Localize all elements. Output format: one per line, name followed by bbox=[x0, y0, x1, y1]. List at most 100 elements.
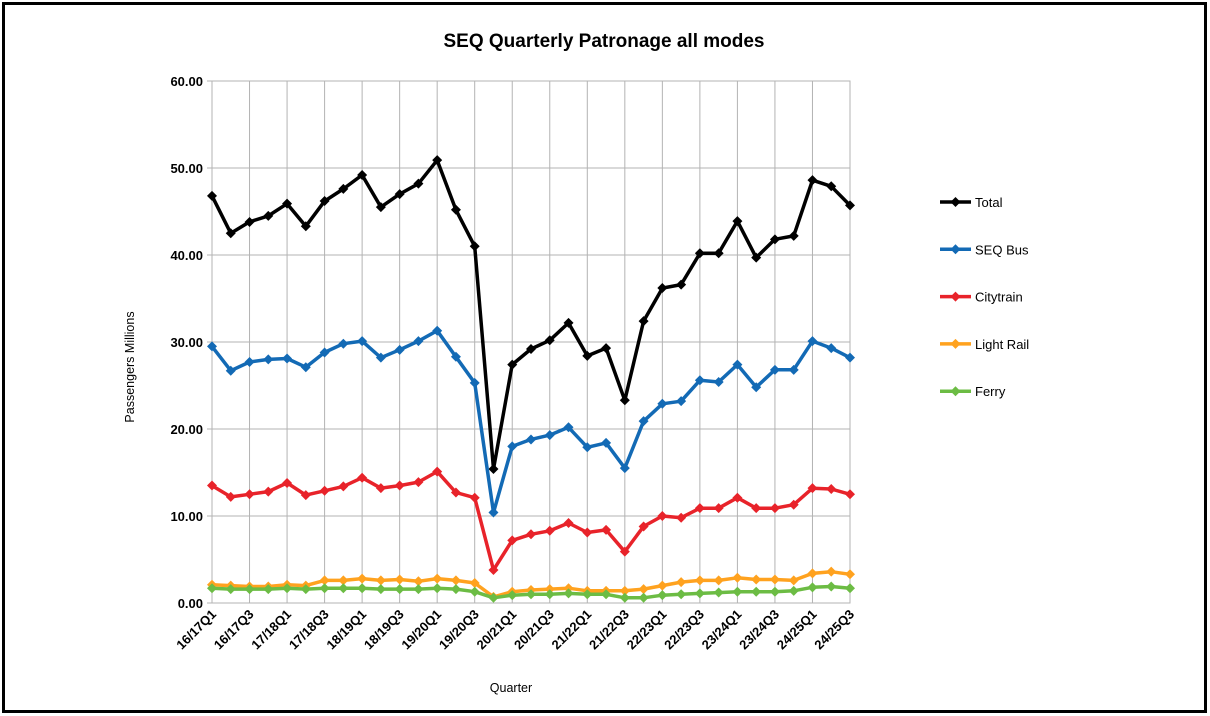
data-point-total bbox=[469, 241, 480, 252]
data-point-ferry bbox=[432, 583, 443, 594]
data-point-ferry bbox=[694, 588, 705, 599]
data-point-citytrain bbox=[544, 525, 555, 536]
data-point-citytrain bbox=[826, 484, 837, 495]
data-point-citytrain bbox=[638, 521, 649, 532]
y-tick-label: 40.00 bbox=[170, 248, 203, 263]
data-point-seq-bus bbox=[676, 396, 687, 407]
data-point-total bbox=[526, 343, 536, 354]
data-point-seq-bus bbox=[788, 364, 799, 375]
data-point-citytrain bbox=[300, 490, 311, 501]
data-point-citytrain bbox=[319, 485, 330, 496]
y-tick-label: 50.00 bbox=[170, 161, 203, 176]
data-point-light-rail bbox=[375, 575, 386, 586]
legend-label: Total bbox=[975, 195, 1003, 210]
y-tick-label: 0.00 bbox=[178, 596, 203, 611]
data-point-ferry bbox=[207, 583, 217, 594]
data-point-ferry bbox=[732, 586, 743, 597]
data-point-total bbox=[676, 279, 687, 290]
series-citytrain bbox=[207, 466, 855, 575]
data-point-citytrain bbox=[225, 491, 236, 502]
data-point-ferry bbox=[845, 583, 855, 594]
legend-item-ferry: Ferry bbox=[940, 384, 1006, 399]
data-point-light-rail bbox=[394, 574, 405, 585]
data-point-ferry bbox=[263, 584, 274, 595]
chart-title: SEQ Quarterly Patronage all modes bbox=[444, 31, 765, 52]
data-point-citytrain bbox=[282, 477, 293, 488]
data-point-ferry bbox=[788, 585, 799, 596]
data-point-ferry bbox=[375, 584, 386, 595]
data-point-light-rail bbox=[563, 583, 574, 594]
data-point-citytrain bbox=[507, 535, 518, 546]
data-point-seq-bus bbox=[225, 365, 236, 376]
data-point-citytrain bbox=[676, 512, 687, 523]
data-point-ferry bbox=[713, 587, 724, 598]
data-point-citytrain bbox=[601, 524, 612, 535]
data-point-seq-bus bbox=[263, 354, 274, 365]
data-point-citytrain bbox=[338, 481, 349, 492]
data-point-light-rail bbox=[769, 574, 780, 585]
data-point-light-rail bbox=[413, 576, 424, 587]
data-point-light-rail bbox=[450, 575, 461, 586]
data-point-seq-bus bbox=[207, 341, 217, 352]
data-point-total bbox=[357, 169, 368, 180]
data-point-total bbox=[394, 189, 405, 200]
data-point-ferry bbox=[244, 584, 255, 595]
data-point-seq-bus bbox=[282, 353, 293, 364]
data-point-seq-bus bbox=[244, 357, 255, 368]
data-point-total bbox=[601, 343, 612, 354]
data-point-seq-bus bbox=[488, 507, 499, 518]
data-point-ferry bbox=[601, 589, 612, 600]
data-point-ferry bbox=[544, 589, 555, 600]
data-point-total bbox=[732, 216, 743, 227]
data-point-ferry bbox=[619, 592, 630, 603]
data-point-citytrain bbox=[694, 503, 705, 514]
data-point-light-rail bbox=[432, 573, 443, 584]
legend: Total SEQ Bus Citytrain Light Rail Ferry bbox=[940, 195, 1029, 399]
data-point-total bbox=[751, 252, 762, 263]
data-point-total bbox=[826, 181, 837, 192]
data-point-seq-bus bbox=[507, 441, 518, 452]
data-point-ferry bbox=[826, 581, 837, 592]
data-point-ferry bbox=[394, 584, 405, 595]
legend-label: SEQ Bus bbox=[975, 242, 1029, 257]
data-point-total bbox=[845, 200, 855, 211]
data-point-light-rail bbox=[788, 575, 799, 586]
y-axis-label: Passengers Millions bbox=[123, 311, 137, 422]
data-point-total bbox=[507, 359, 518, 370]
data-point-seq-bus bbox=[469, 377, 480, 388]
y-tick-label: 20.00 bbox=[170, 422, 203, 437]
data-point-citytrain bbox=[788, 499, 799, 510]
data-point-total bbox=[225, 228, 236, 239]
data-point-citytrain bbox=[526, 529, 536, 540]
data-point-citytrain bbox=[432, 466, 443, 477]
data-point-light-rail bbox=[713, 575, 724, 586]
data-point-seq-bus bbox=[601, 437, 612, 448]
data-point-citytrain bbox=[563, 517, 574, 528]
legend-item-seq-bus: SEQ Bus bbox=[940, 242, 1029, 257]
data-point-total bbox=[300, 221, 311, 232]
series bbox=[207, 155, 855, 603]
legend-marker bbox=[950, 197, 961, 207]
legend-marker bbox=[950, 244, 961, 255]
data-point-total bbox=[375, 202, 386, 213]
data-point-seq-bus bbox=[450, 351, 461, 362]
data-point-total bbox=[413, 178, 424, 189]
data-point-light-rail bbox=[544, 584, 555, 595]
data-point-ferry bbox=[526, 589, 536, 600]
data-point-ferry bbox=[450, 584, 461, 595]
data-point-ferry bbox=[751, 586, 762, 597]
data-point-ferry bbox=[469, 586, 480, 597]
data-point-seq-bus bbox=[638, 416, 649, 427]
data-point-citytrain bbox=[619, 546, 630, 557]
data-point-ferry bbox=[507, 590, 518, 601]
data-point-citytrain bbox=[807, 483, 818, 494]
data-point-total bbox=[488, 464, 499, 475]
data-point-light-rail bbox=[676, 577, 687, 588]
data-point-seq-bus bbox=[319, 347, 330, 358]
data-point-ferry bbox=[225, 584, 236, 595]
y-tick-label: 10.00 bbox=[170, 509, 203, 524]
data-point-seq-bus bbox=[526, 434, 536, 445]
data-point-citytrain bbox=[769, 503, 780, 514]
